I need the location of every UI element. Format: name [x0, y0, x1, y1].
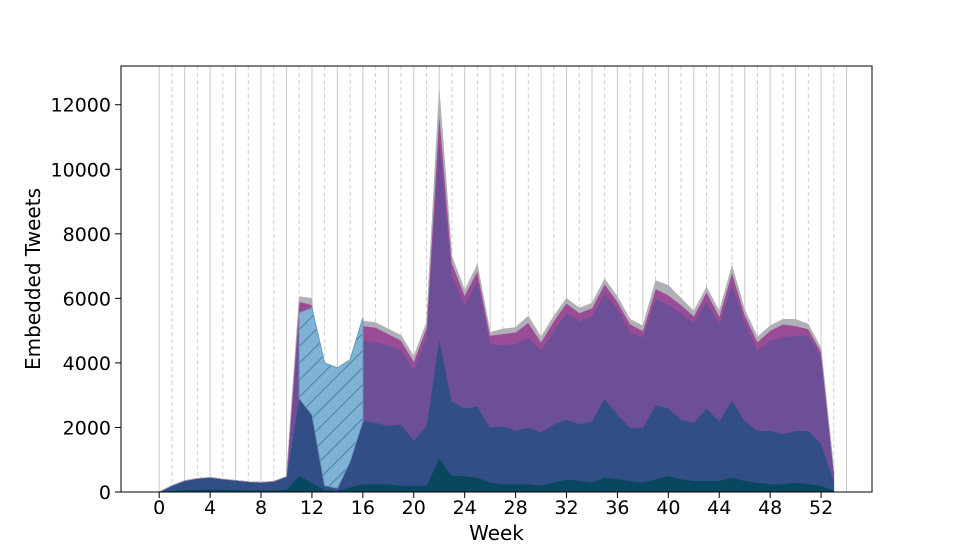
x-tick-label: 28: [503, 497, 527, 519]
hatched-overlay: [298, 307, 364, 489]
x-tick-label: 40: [656, 497, 680, 519]
x-tick-label: 4: [204, 497, 216, 519]
x-tick-label: 44: [707, 497, 731, 519]
x-tick-label: 52: [809, 497, 833, 519]
x-tick-label: 24: [453, 497, 477, 519]
x-axis-ticks: 0 4 8 12 16 20 24 28 32 36 40 44 48 52: [153, 492, 833, 519]
y-tick-label: 2000: [63, 417, 111, 439]
x-tick-label: 32: [554, 497, 578, 519]
x-tick-label: 12: [300, 497, 324, 519]
plot-frame: [120, 65, 873, 493]
y-tick-label: 6000: [63, 288, 111, 310]
x-tick-label: 8: [255, 497, 267, 519]
y-tick-label: 12000: [51, 95, 111, 117]
y-tick-label: 8000: [63, 224, 111, 246]
x-tick-label: 48: [758, 497, 782, 519]
area-series: [159, 90, 835, 493]
y-tick-label: 4000: [63, 353, 111, 375]
x-tick-label: 20: [402, 497, 426, 519]
y-tick-label: 0: [99, 482, 111, 504]
y-tick-label: 10000: [51, 159, 111, 181]
x-axis-label: Week: [469, 521, 524, 545]
x-tick-label: 0: [153, 497, 165, 519]
y-axis-ticks: 0 2000 4000 6000 8000 10000 12000: [51, 95, 121, 504]
area-series-5: [159, 90, 835, 493]
x-tick-label: 16: [351, 497, 375, 519]
hatched-area: [298, 307, 364, 489]
x-tick-label: 36: [605, 497, 629, 519]
y-axis-label: Embedded Tweets: [21, 188, 45, 370]
